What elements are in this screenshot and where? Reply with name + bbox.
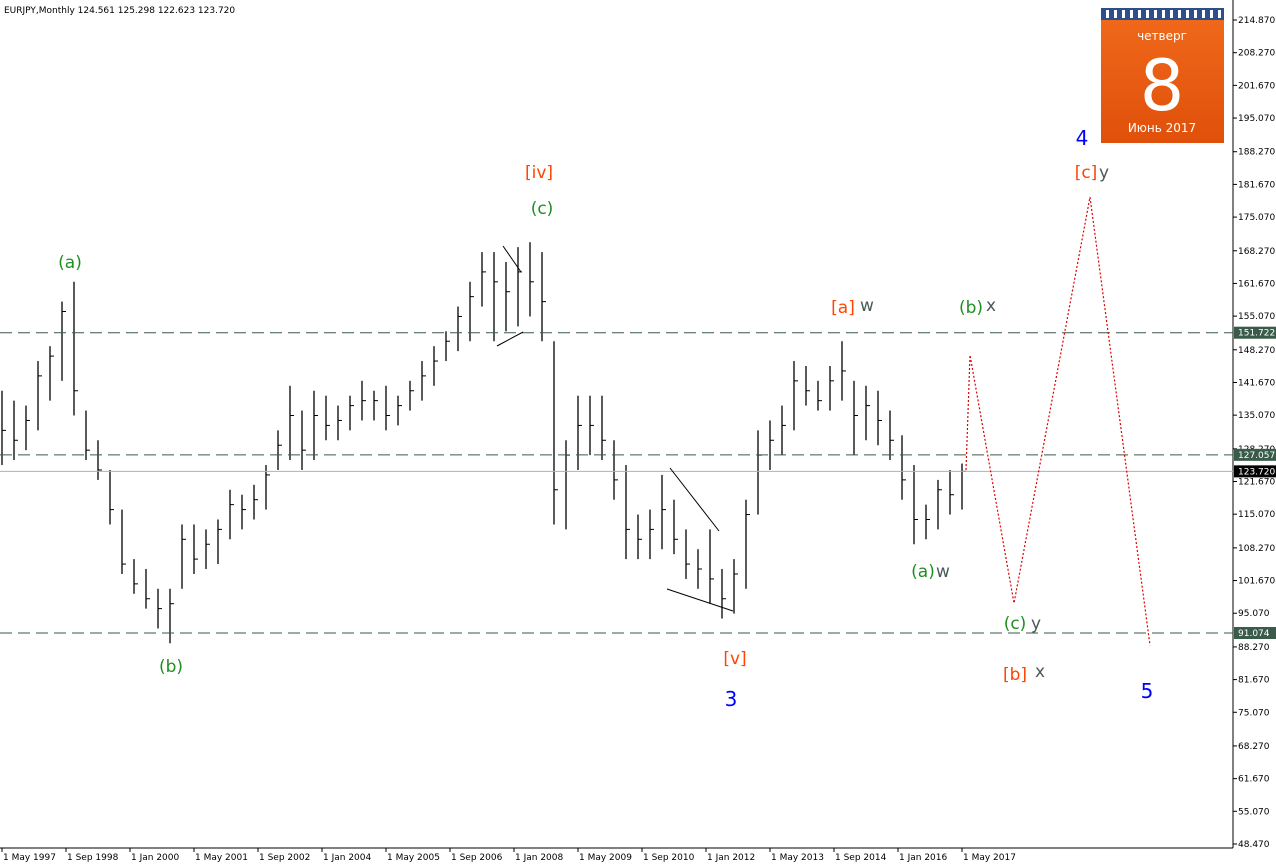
wave-label: (a) xyxy=(58,253,82,273)
pattern-line xyxy=(666,588,734,612)
wave-label: [c] xyxy=(1075,163,1098,183)
x-tick-label: 1 Sep 1998 xyxy=(67,853,119,863)
wave-label: (c) xyxy=(1004,614,1027,634)
level-label: 91.074 xyxy=(1238,629,1270,639)
pattern-lines xyxy=(496,245,734,612)
y-tick-label: 55.070 xyxy=(1238,807,1270,817)
x-tick-label: 1 Jan 2016 xyxy=(899,853,947,863)
y-tick-label: 214.870 xyxy=(1238,16,1275,26)
x-tick-label: 1 May 2005 xyxy=(387,853,440,863)
wave-label: (c) xyxy=(531,199,554,219)
level-label: 127.057 xyxy=(1238,451,1275,461)
level-box xyxy=(1234,448,1276,461)
y-tick-label: 208.270 xyxy=(1238,49,1275,59)
wave-label: [iv] xyxy=(525,163,553,183)
y-tick-label: 181.670 xyxy=(1238,180,1275,190)
x-tick-label: 1 May 2001 xyxy=(195,853,248,863)
y-tick-label: 121.670 xyxy=(1238,478,1275,488)
y-tick-label: 95.070 xyxy=(1238,609,1270,619)
y-tick-label: 195.070 xyxy=(1238,114,1275,124)
y-tick-label: 88.270 xyxy=(1238,643,1270,653)
y-tick-label: 175.070 xyxy=(1238,213,1275,223)
y-tick-label: 81.670 xyxy=(1238,676,1270,686)
y-tick-label: 115.070 xyxy=(1238,510,1275,520)
y-tick-label: 135.070 xyxy=(1238,411,1275,421)
x-tick-label: 1 Sep 2002 xyxy=(259,853,310,863)
wave-label: (a) xyxy=(911,562,935,582)
wave-label: x xyxy=(986,296,996,316)
calendar-rings xyxy=(1106,10,1221,18)
level-label: 151.722 xyxy=(1238,329,1275,339)
projection-line xyxy=(965,197,1151,646)
x-tick-label: 1 May 1997 xyxy=(3,853,56,863)
calendar-widget: четверг 8 Июнь 2017 xyxy=(1101,8,1224,143)
wave-label: 3 xyxy=(725,687,738,711)
level-box xyxy=(1234,627,1276,640)
y-tick-label: 68.270 xyxy=(1238,742,1270,752)
plot-area: 214.870 208.270 201.670 195.070 188.270 181.6… xyxy=(0,16,1276,863)
x-tick-label: 1 May 2013 xyxy=(771,853,824,863)
calendar-body xyxy=(1101,8,1224,143)
wave-label: 5 xyxy=(1141,679,1154,703)
wave-label: 4 xyxy=(1076,126,1089,150)
y-tick-label: 148.270 xyxy=(1238,346,1275,356)
wave-labels: (a) (b) [iv] (c) [v] 3 4 5 [a] w (b) x [… xyxy=(58,126,1153,711)
y-tick-label: 141.670 xyxy=(1238,378,1275,388)
x-tick-label: 1 Jan 2004 xyxy=(323,853,371,863)
y-tick-label: 61.670 xyxy=(1238,775,1270,785)
y-tick-label: 48.470 xyxy=(1238,840,1270,850)
y-tick-label: 75.070 xyxy=(1238,708,1270,718)
chart-title: EURJPY,Monthly 124.561 125.298 122.623 1… xyxy=(4,6,235,16)
wave-label: y xyxy=(1031,614,1041,634)
pattern-line xyxy=(496,331,524,347)
wave-label: [b] xyxy=(1003,665,1027,685)
x-tick-label: 1 Jan 2008 xyxy=(515,853,563,863)
pattern-line xyxy=(502,245,522,273)
wave-label: [a] xyxy=(831,298,855,318)
wave-label: [v] xyxy=(723,649,746,669)
x-tick-label: 1 Sep 2010 xyxy=(643,853,695,863)
wave-label: (b) xyxy=(159,657,183,677)
y-tick-label: 161.670 xyxy=(1238,279,1275,289)
level-box xyxy=(1234,326,1276,339)
x-tick-label: 1 May 2017 xyxy=(963,853,1016,863)
x-tick-label: 1 Jan 2000 xyxy=(131,853,179,863)
calendar-day: 8 xyxy=(1140,45,1185,127)
wave-label: (b) xyxy=(959,298,983,318)
y-tick-label: 155.070 xyxy=(1238,312,1275,322)
x-tick-label: 1 May 2009 xyxy=(579,853,632,863)
current-price-box xyxy=(1234,465,1276,478)
x-tick-label: 1 Sep 2006 xyxy=(451,853,503,863)
pattern-line xyxy=(669,467,720,532)
y-tick-label: 101.670 xyxy=(1238,577,1275,587)
y-tick-label: 188.270 xyxy=(1238,148,1275,158)
calendar-weekday: четверг xyxy=(1137,29,1187,43)
wave-label: y xyxy=(1099,163,1109,183)
calendar-month: Июнь 2017 xyxy=(1128,121,1196,135)
x-tick-label: 1 Sep 2014 xyxy=(835,853,887,863)
y-tick-label: 168.270 xyxy=(1238,247,1275,257)
y-tick-label: 201.670 xyxy=(1238,81,1275,91)
wave-label: w xyxy=(936,562,950,582)
wave-label: x xyxy=(1035,662,1045,682)
wave-label: w xyxy=(860,296,874,316)
current-price-label: 123.720 xyxy=(1238,467,1275,477)
x-tick-label: 1 Jan 2012 xyxy=(707,853,755,863)
y-tick-label: 108.270 xyxy=(1238,544,1275,554)
